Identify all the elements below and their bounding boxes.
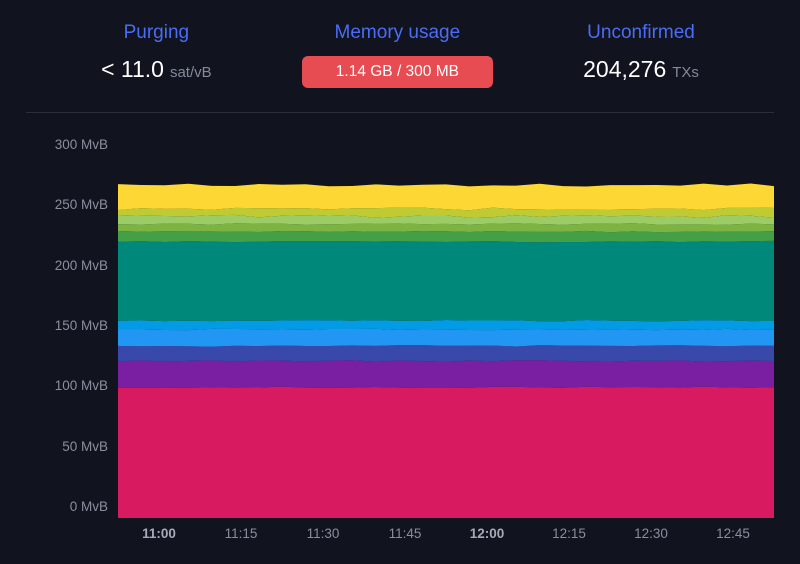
x-tick: 12:45	[692, 526, 774, 541]
x-tick: 11:15	[200, 526, 282, 541]
mempool-band[interactable]	[118, 387, 774, 518]
y-tick: 150 MvB	[55, 318, 108, 333]
mempool-band[interactable]	[118, 183, 774, 210]
mempool-band[interactable]	[118, 241, 774, 321]
mempool-band[interactable]	[118, 223, 774, 232]
memory-stat: Memory usage 1.14 GB / 300 MB	[302, 22, 493, 88]
x-axis: 11:0011:1511:3011:4512:0012:1512:3012:45	[118, 518, 774, 550]
y-tick: 100 MvB	[55, 378, 108, 393]
y-axis: 300 MvB 250 MvB 200 MvB 150 MvB 100 MvB 50 Mv…	[26, 131, 118, 550]
x-tick: 12:00	[446, 526, 528, 541]
dashboard-container: Purging < 11.0 sat/vB Memory usage 1.14 …	[0, 0, 800, 564]
purging-value: < 11.0	[101, 56, 164, 83]
mempool-band[interactable]	[118, 329, 774, 347]
plot-area[interactable]	[118, 141, 774, 518]
purging-stat: Purging < 11.0 sat/vB	[101, 22, 212, 83]
purging-label: Purging	[124, 22, 190, 44]
unconfirmed-label: Unconfirmed	[587, 22, 695, 44]
purging-unit: sat/vB	[170, 64, 212, 81]
unconfirmed-value-wrap: 204,276 TXs	[583, 56, 699, 83]
y-tick: 250 MvB	[55, 197, 108, 212]
unconfirmed-value: 204,276	[583, 56, 666, 83]
mempool-band[interactable]	[118, 360, 774, 388]
unconfirmed-unit: TXs	[672, 64, 699, 81]
x-tick: 12:15	[528, 526, 610, 541]
purging-value-wrap: < 11.0 sat/vB	[101, 56, 212, 83]
x-tick: 11:45	[364, 526, 446, 541]
y-tick: 0 MvB	[70, 499, 108, 514]
x-tick: 11:30	[282, 526, 364, 541]
x-tick: 11:00	[118, 526, 200, 541]
stats-row: Purging < 11.0 sat/vB Memory usage 1.14 …	[26, 22, 774, 113]
y-tick: 300 MvB	[55, 137, 108, 152]
plot-column: 11:0011:1511:3011:4512:0012:1512:3012:45	[118, 131, 774, 550]
y-tick: 50 MvB	[62, 439, 108, 454]
mempool-band[interactable]	[118, 345, 774, 362]
mempool-band[interactable]	[118, 231, 774, 242]
mempool-band[interactable]	[118, 320, 774, 330]
mempool-chart[interactable]: 300 MvB 250 MvB 200 MvB 150 MvB 100 MvB 50 Mv…	[26, 131, 774, 550]
y-tick: 200 MvB	[55, 258, 108, 273]
memory-label: Memory usage	[335, 22, 461, 44]
unconfirmed-stat: Unconfirmed 204,276 TXs	[583, 22, 699, 83]
memory-usage-badge: 1.14 GB / 300 MB	[302, 56, 493, 88]
x-tick: 12:30	[610, 526, 692, 541]
